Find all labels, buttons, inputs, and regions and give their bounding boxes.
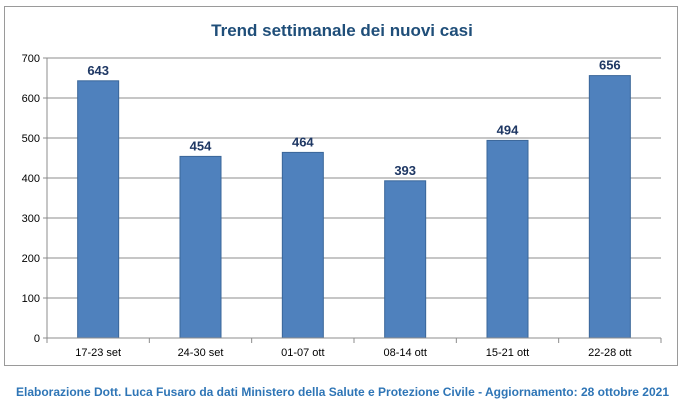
data-label: 393 bbox=[394, 163, 416, 178]
chart-frame: Trend settimanale dei nuovi casi 0 100 200… bbox=[4, 6, 678, 366]
x-tick-label: 17-23 set bbox=[75, 347, 121, 359]
y-tick-label: 100 bbox=[22, 293, 40, 305]
source-footnote: Elaborazione Dott. Luca Fusaro da dati M… bbox=[15, 385, 669, 399]
chart-title: Trend settimanale dei nuovi casi bbox=[211, 21, 473, 40]
bar bbox=[77, 80, 120, 339]
y-tick-label: 300 bbox=[22, 213, 40, 225]
x-tick-label: 22-28 ott bbox=[588, 347, 631, 359]
data-label: 464 bbox=[292, 134, 314, 149]
data-label: 494 bbox=[497, 122, 519, 137]
bar bbox=[179, 155, 222, 339]
bar bbox=[588, 75, 631, 339]
x-tick-label: 15-21 ott bbox=[486, 347, 529, 359]
bar bbox=[384, 180, 427, 339]
data-label: 454 bbox=[190, 138, 212, 153]
x-tick-label: 08-14 ott bbox=[383, 347, 426, 359]
y-tick-label: 600 bbox=[22, 93, 40, 105]
bar bbox=[486, 139, 529, 339]
y-tick-label: 500 bbox=[22, 133, 40, 145]
y-tick-label: 700 bbox=[22, 53, 40, 65]
bar bbox=[281, 151, 324, 339]
y-tick-label: 200 bbox=[22, 253, 40, 265]
x-tick-label: 01-07 ott bbox=[281, 347, 324, 359]
x-tick-label: 24-30 set bbox=[178, 347, 224, 359]
data-label: 643 bbox=[87, 63, 109, 78]
y-tick-label: 400 bbox=[22, 173, 40, 185]
data-label: 656 bbox=[599, 58, 621, 73]
bar-chart: Trend settimanale dei nuovi casi 0 100 200… bbox=[22, 21, 662, 359]
y-tick-label: 0 bbox=[34, 333, 40, 345]
